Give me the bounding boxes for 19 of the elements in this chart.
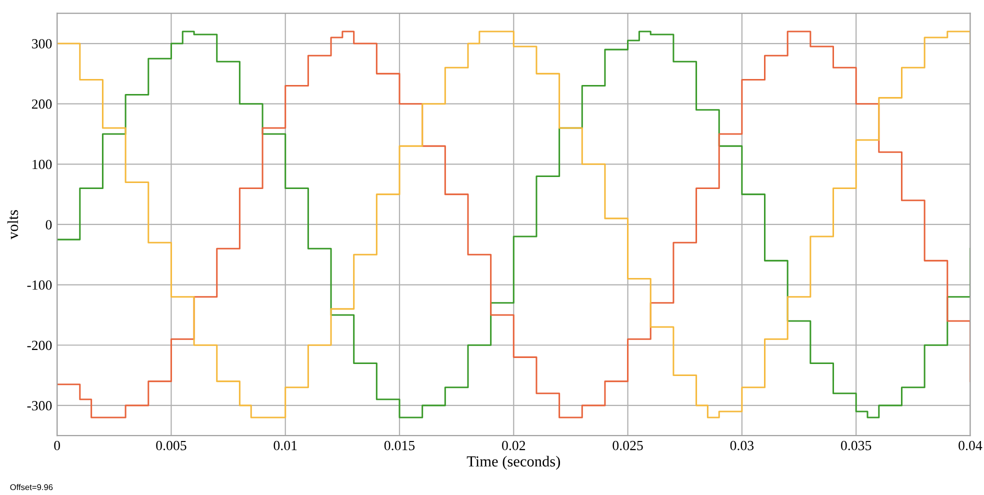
x-tick-label: 0.035: [840, 440, 872, 450]
x-tick-label: 0.02: [502, 440, 526, 450]
y-tick-label: 0: [46, 220, 52, 230]
x-tick-label: 0.005: [156, 440, 186, 450]
x-tick-label: 0.03: [730, 440, 754, 450]
y-tick-label: 300: [32, 39, 52, 48]
y-tick-label: 100: [32, 160, 52, 170]
x-tick-label: 0.015: [384, 440, 415, 450]
y-tick-label: -300: [27, 401, 52, 410]
x-tick-label: 0.01: [274, 440, 297, 450]
y-axis-title: volts: [7, 210, 18, 240]
x-tick-label: 0.04: [958, 440, 982, 450]
y-tick-label: 200: [32, 99, 52, 109]
x-tick-label: 0: [54, 440, 60, 450]
y-tick-label: -100: [27, 280, 52, 290]
x-tick-label: 0.025: [612, 440, 643, 450]
text: Offset=9.96: [10, 484, 53, 490]
y-tick-label: -200: [27, 340, 52, 350]
x-axis-title: Time (seconds): [466, 456, 560, 470]
